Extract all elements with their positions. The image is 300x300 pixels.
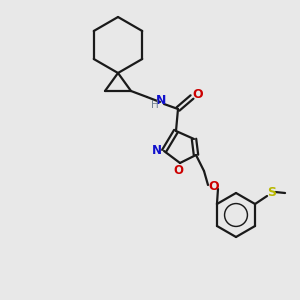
Text: O: O [193, 88, 203, 101]
Text: O: O [173, 164, 183, 176]
Text: O: O [209, 179, 219, 193]
Text: N: N [156, 94, 166, 107]
Text: H: H [151, 100, 159, 110]
Text: S: S [268, 187, 277, 200]
Text: N: N [152, 143, 162, 157]
